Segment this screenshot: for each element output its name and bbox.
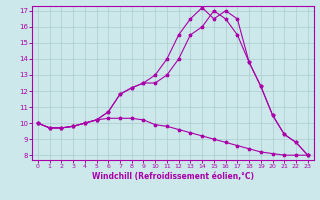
X-axis label: Windchill (Refroidissement éolien,°C): Windchill (Refroidissement éolien,°C) [92,172,254,181]
